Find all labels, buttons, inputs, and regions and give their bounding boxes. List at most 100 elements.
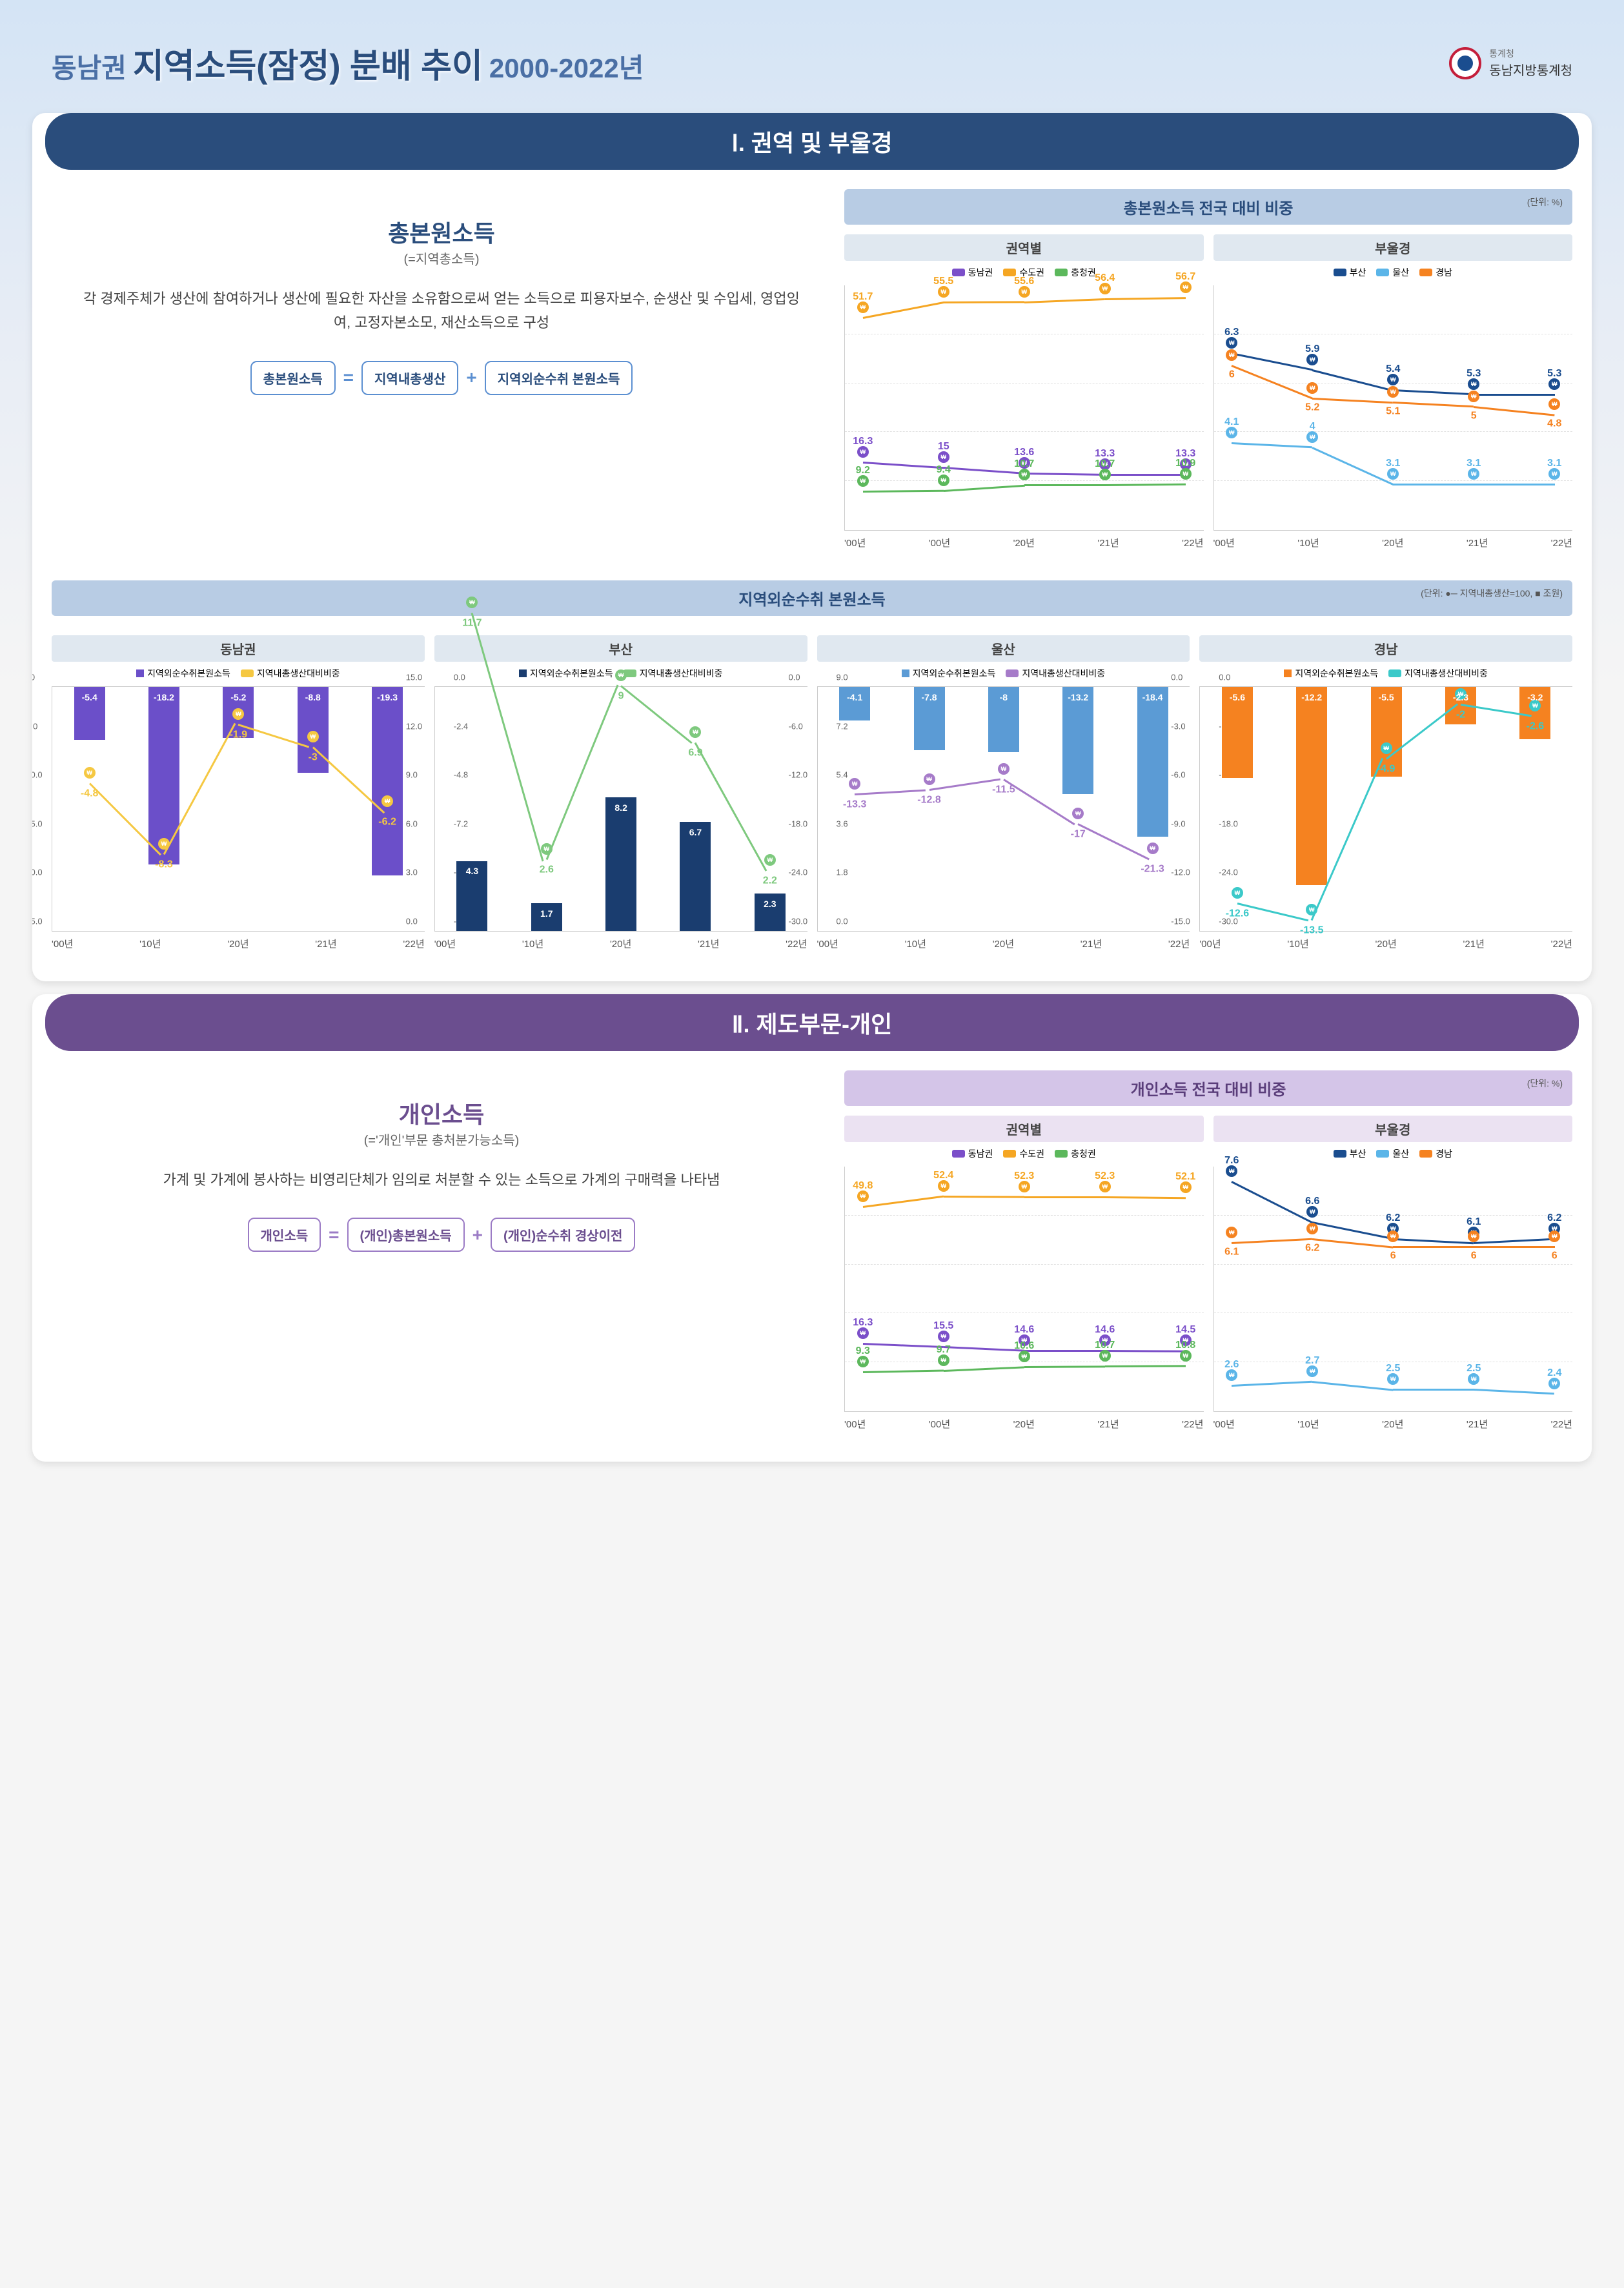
data-point bbox=[924, 773, 935, 785]
kostat-logo-icon bbox=[1449, 47, 1481, 79]
info-desc: 가계 및 가계에 봉사하는 비영리단체가 임의로 처분할 수 있는 소득으로 가… bbox=[77, 1168, 806, 1192]
line-data-label: -13.5 bbox=[1300, 925, 1323, 937]
x-label: '00년 bbox=[844, 536, 866, 549]
line-segment bbox=[1232, 442, 1312, 448]
line-segment bbox=[1024, 298, 1105, 303]
data-label: 9.4 bbox=[937, 464, 951, 475]
chart-group-title-2: 개인소득 전국 대비 비중 (단위: %) bbox=[844, 1070, 1572, 1106]
data-label: 6 bbox=[1229, 369, 1235, 381]
line-chart-buk-2: 부울경 부산울산경남 7.66.66.26.16.22.62.72.52.52.… bbox=[1213, 1116, 1573, 1436]
data-label: 14.5 bbox=[1175, 1324, 1195, 1336]
line-segment bbox=[1232, 1181, 1314, 1223]
data-point bbox=[1548, 378, 1560, 390]
line-data-label: -8.3 bbox=[155, 859, 173, 871]
x-label: '20년 bbox=[1013, 536, 1035, 549]
legend: 지역외순수취본원소득 지역내총생산대비비중 bbox=[52, 667, 425, 680]
info-title: 개인소득 bbox=[77, 1096, 806, 1130]
data-point bbox=[307, 731, 319, 742]
unit-label: (단위: %) bbox=[1527, 196, 1563, 209]
line-segment bbox=[862, 301, 944, 319]
line-data-label: -13.3 bbox=[843, 799, 866, 810]
data-point bbox=[1019, 1351, 1030, 1362]
formula-term: 총본원소득 bbox=[250, 361, 336, 395]
data-label: 13.3 bbox=[1095, 448, 1115, 460]
line-segment bbox=[1024, 1196, 1105, 1198]
data-point bbox=[1019, 1181, 1030, 1192]
data-label: 10.6 bbox=[1014, 1340, 1034, 1352]
legend-marker bbox=[241, 669, 254, 677]
x-label: '00년 bbox=[1213, 536, 1235, 549]
data-label: 56.4 bbox=[1095, 272, 1115, 284]
x-label: '22년 bbox=[1182, 1417, 1203, 1431]
data-label: 4 bbox=[1310, 420, 1315, 432]
data-label: 10.9 bbox=[1175, 458, 1195, 469]
data-point bbox=[938, 1331, 949, 1342]
legend-marker bbox=[1376, 269, 1389, 276]
data-label: 6.1 bbox=[1224, 1247, 1239, 1258]
data-point bbox=[1387, 386, 1399, 398]
legend-item: 부산 bbox=[1334, 1147, 1366, 1160]
x-label: '00년 bbox=[929, 536, 950, 549]
x-axis-labels: '00년'10년'20년'21년'22년 bbox=[434, 932, 807, 955]
data-label: 16.3 bbox=[853, 436, 873, 447]
line-segment bbox=[1474, 1238, 1554, 1244]
data-point bbox=[857, 1190, 869, 1202]
data-point bbox=[857, 301, 869, 313]
data-label: 2.5 bbox=[1386, 1363, 1400, 1374]
x-label: '21년 bbox=[1467, 536, 1488, 549]
x-label: '20년 bbox=[1382, 1417, 1403, 1431]
line-segment bbox=[1393, 1389, 1474, 1391]
data-label: 6.3 bbox=[1224, 327, 1239, 338]
line-segment bbox=[863, 1196, 944, 1208]
bar-label: 4.3 bbox=[452, 866, 491, 876]
title-years: 2000-2022년 bbox=[489, 46, 644, 86]
data-point bbox=[1232, 887, 1243, 899]
data-label: 55.5 bbox=[933, 276, 953, 287]
data-point bbox=[1226, 1227, 1237, 1238]
data-point bbox=[1180, 1181, 1192, 1193]
x-label: '22년 bbox=[1551, 937, 1572, 950]
info-box-1: 총본원소득 (=지역총소득) 각 경제주체가 생산에 참여하거나 생산에 필요한… bbox=[52, 189, 831, 555]
data-label: 56.7 bbox=[1175, 271, 1195, 283]
bar-label: -13.2 bbox=[1059, 692, 1097, 702]
x-axis-labels: '00년'10년'20년'21년'22년 bbox=[1213, 531, 1573, 555]
data-point bbox=[1548, 1231, 1560, 1242]
legend-item: 울산 bbox=[1376, 1147, 1409, 1160]
chart-subtitle: 부울경 bbox=[1213, 1116, 1573, 1142]
data-label: 4.8 bbox=[1547, 418, 1561, 430]
data-label: 51.7 bbox=[853, 291, 873, 303]
line-segment bbox=[1474, 394, 1554, 396]
legend-marker bbox=[1334, 269, 1346, 276]
x-label: '22년 bbox=[1551, 536, 1572, 549]
bar-chart-box: 부산 지역외순수취본원소득 지역내총생산대비비중 0.03.06.09.012.… bbox=[434, 635, 807, 955]
bar-label: -5.4 bbox=[70, 692, 109, 702]
title-prefix: 동남권 bbox=[52, 46, 127, 86]
chart-subtitle: 권역별 bbox=[844, 234, 1204, 261]
data-label: 52.3 bbox=[1014, 1170, 1034, 1181]
bar-label: -19.3 bbox=[368, 692, 407, 702]
legend-marker bbox=[1055, 269, 1068, 276]
x-label: '22년 bbox=[786, 937, 807, 950]
data-label: 55.6 bbox=[1014, 276, 1034, 287]
data-point bbox=[1226, 1369, 1237, 1381]
legend-marker bbox=[1334, 1150, 1346, 1158]
data-label: 6 bbox=[1390, 1251, 1396, 1262]
data-label: 9.3 bbox=[856, 1345, 870, 1357]
line-segment bbox=[1312, 1381, 1394, 1391]
x-axis-labels: '00년'10년'20년'21년'22년 bbox=[1213, 1412, 1573, 1436]
data-label: 49.8 bbox=[853, 1180, 873, 1192]
line-segment bbox=[1312, 398, 1393, 403]
line-segment bbox=[1232, 1381, 1312, 1387]
quad-charts: 동남권 지역외순수취본원소득 지역내총생산대비비중 -25.0-20.0-15.… bbox=[32, 635, 1592, 955]
bar-chart-subtitle: 부산 bbox=[434, 635, 807, 662]
line-segment bbox=[1393, 484, 1474, 485]
line-segment bbox=[1474, 406, 1555, 416]
data-point bbox=[857, 1327, 869, 1339]
x-label: '20년 bbox=[1375, 937, 1396, 950]
line-segment bbox=[944, 484, 1025, 491]
legend-item: 지역외순수취본원소득 bbox=[1284, 667, 1378, 680]
line-segment bbox=[1232, 352, 1313, 371]
chart-subtitle: 부울경 bbox=[1213, 234, 1573, 261]
data-label: 52.1 bbox=[1175, 1171, 1195, 1183]
data-label: 5.4 bbox=[1386, 363, 1400, 375]
